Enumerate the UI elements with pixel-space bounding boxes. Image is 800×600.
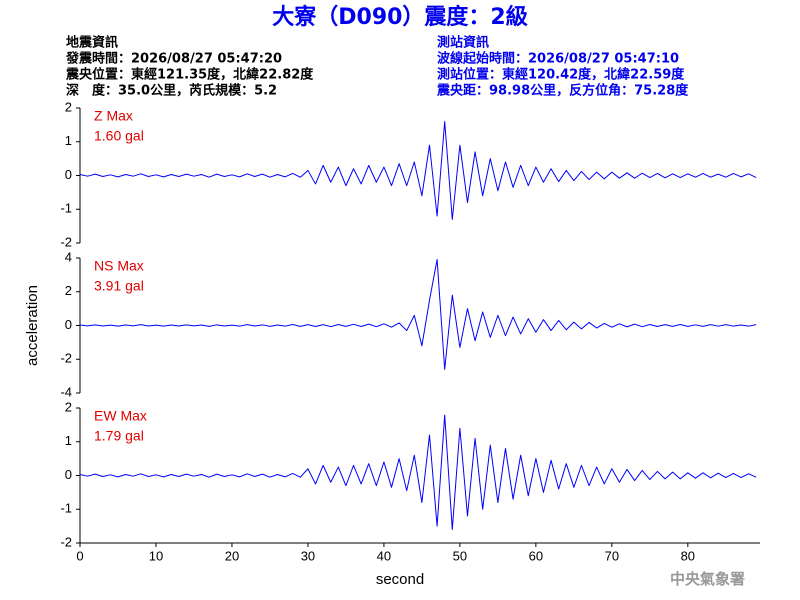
waveform xyxy=(79,259,757,370)
y-tick-label: 2 xyxy=(65,399,72,414)
y-tick-label: -2 xyxy=(60,534,72,549)
panel-label: NS Max xyxy=(94,258,144,274)
y-tick-label: -1 xyxy=(60,501,72,516)
info-left: 發震時間：2026/08/27 05:47:20 xyxy=(65,51,282,67)
footer: 中央氣象署 xyxy=(670,570,745,588)
y-tick-label: 0 xyxy=(65,467,72,482)
x-tick-label: 50 xyxy=(453,548,467,563)
y-tick-label: 2 xyxy=(65,99,72,114)
y-tick-label: -4 xyxy=(60,384,72,399)
info-right: 測站資訊 xyxy=(437,35,489,51)
info-left: 深 度：35.0公里，芮氏規模：5.2 xyxy=(66,83,277,99)
info-right: 波線起始時間：2026/08/27 05:47:10 xyxy=(437,51,679,67)
panel-label: EW Max xyxy=(94,408,147,424)
y-axis-label: acceleration xyxy=(24,285,41,366)
info-right: 震央距：98.98公里，反方位角：75.28度 xyxy=(436,83,689,99)
x-tick-label: 70 xyxy=(605,548,619,563)
info-left: 地震資訊 xyxy=(66,35,118,51)
y-tick-label: 1 xyxy=(65,433,72,448)
info-left: 震央位置：東經121.35度，北緯22.82度 xyxy=(65,67,314,83)
x-tick-label: 60 xyxy=(529,548,543,563)
peak-label: 3.91 gal xyxy=(94,278,144,294)
y-tick-label: 1 xyxy=(65,133,72,148)
y-tick-label: 0 xyxy=(65,317,72,332)
x-tick-label: 10 xyxy=(149,548,163,563)
panel-label: Z Max xyxy=(94,108,133,124)
x-tick-label: 80 xyxy=(681,548,695,563)
x-tick-label: 0 xyxy=(76,548,83,563)
chart-title: 大寮（D090）震度：2級 xyxy=(272,4,528,30)
y-tick-label: -2 xyxy=(60,234,72,249)
x-tick-label: 40 xyxy=(377,548,391,563)
y-tick-label: 0 xyxy=(65,167,72,182)
x-tick-label: 20 xyxy=(225,548,239,563)
peak-label: 1.79 gal xyxy=(94,428,144,444)
y-tick-label: 2 xyxy=(65,283,72,298)
waveform xyxy=(79,414,757,530)
waveform xyxy=(79,121,757,220)
y-tick-label: -1 xyxy=(60,201,72,216)
x-axis-label: second xyxy=(376,571,424,588)
peak-label: 1.60 gal xyxy=(94,128,144,144)
y-tick-label: 4 xyxy=(65,249,72,264)
info-right: 測站位置：東經120.42度，北緯22.59度 xyxy=(437,67,685,83)
x-tick-label: 30 xyxy=(301,548,315,563)
y-tick-label: -2 xyxy=(60,351,72,366)
